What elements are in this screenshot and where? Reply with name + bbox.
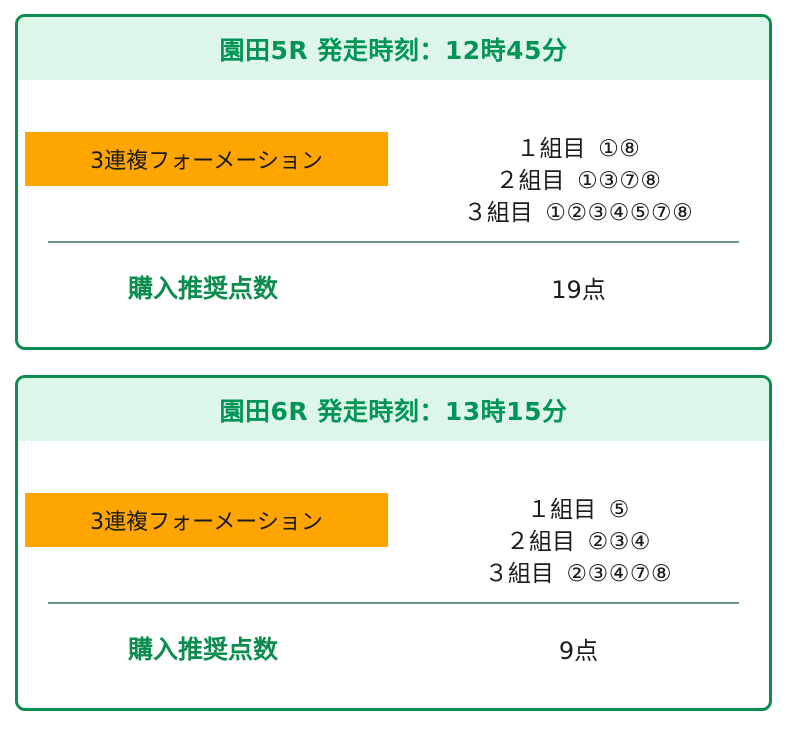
formation-groups: １組目 ①⑧ ２組目 ①③⑦⑧ ３組目 ①②③④⑤⑦⑧ xyxy=(388,133,769,229)
group-label: ３組目 xyxy=(484,561,554,587)
formation-section: 3連複フォーメーション １組目 ⑤ ２組目 ②③④ ３組目 ②③④⑦⑧ xyxy=(18,493,769,590)
formation-group-row: １組目 ①⑧ xyxy=(388,133,769,165)
race-card-header: 園田6R 発走時刻：13時15分 xyxy=(18,378,769,441)
group-label: １組目 xyxy=(527,497,597,523)
formation-group-row: ３組目 ②③④⑦⑧ xyxy=(388,558,769,590)
formation-groups: １組目 ⑤ ２組目 ②③④ ３組目 ②③④⑦⑧ xyxy=(388,494,769,590)
points-label: 購入推奨点数 xyxy=(127,274,278,303)
race-card-sonoda-6r: 園田6R 発走時刻：13時15分 3連複フォーメーション １組目 ⑤ ２組目 ②③④… xyxy=(15,375,772,711)
points-row: 購入推奨点数 19点 xyxy=(18,269,769,305)
group-numbers: ②③④ xyxy=(587,529,651,555)
group-numbers: ①②③④⑤⑦⑧ xyxy=(545,200,694,226)
points-label: 購入推奨点数 xyxy=(127,635,278,664)
group-label: ２組目 xyxy=(506,529,575,555)
points-value: 19点 xyxy=(551,275,606,304)
points-value: 9点 xyxy=(558,636,599,665)
group-label: １組目 xyxy=(516,136,586,162)
race-card-sonoda-5r: 園田5R 発走時刻：12時45分 3連複フォーメーション １組目 ①⑧ ２組目 ①③… xyxy=(15,14,772,350)
formation-group-row: ２組目 ②③④ xyxy=(388,526,769,558)
race-title: 園田5R 発走時刻：12時45分 xyxy=(219,35,568,65)
group-numbers: ①⑧ xyxy=(598,136,641,162)
race-title: 園田6R 発走時刻：13時15分 xyxy=(219,396,568,426)
points-divider xyxy=(48,602,739,604)
group-label: ３組目 xyxy=(463,200,533,226)
formation-group-row: １組目 ⑤ xyxy=(388,494,769,526)
bet-type-label: 3連複フォーメーション xyxy=(25,132,388,186)
formation-section: 3連複フォーメーション １組目 ①⑧ ２組目 ①③⑦⑧ ３組目 ①②③④⑤⑦⑧ xyxy=(18,132,769,229)
points-row: 購入推奨点数 9点 xyxy=(18,630,769,666)
bet-type-label: 3連複フォーメーション xyxy=(25,493,388,547)
formation-group-row: ３組目 ①②③④⑤⑦⑧ xyxy=(388,197,769,229)
group-numbers: ⑤ xyxy=(608,497,630,523)
formation-group-row: ２組目 ①③⑦⑧ xyxy=(388,165,769,197)
group-label: ２組目 xyxy=(495,168,565,194)
group-numbers: ①③⑦⑧ xyxy=(577,168,662,194)
points-divider xyxy=(48,241,739,243)
race-card-header: 園田5R 発走時刻：12時45分 xyxy=(18,17,769,80)
group-numbers: ②③④⑦⑧ xyxy=(566,561,673,587)
